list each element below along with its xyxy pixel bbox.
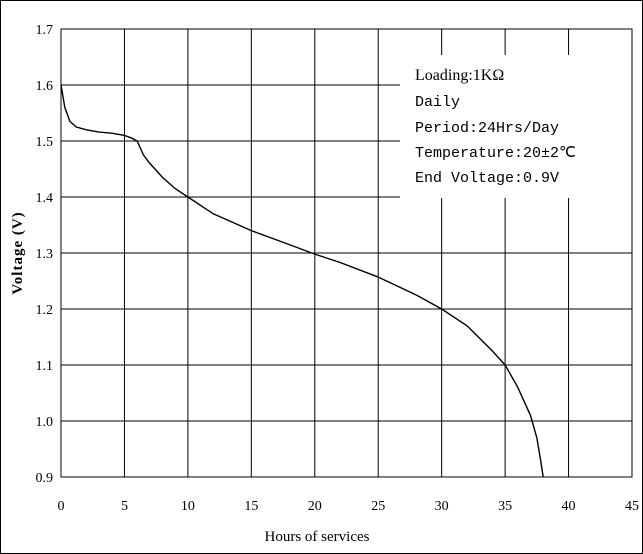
- tick-labels: 0 5 10 15 20 25 30 35 40 45 0.9 1.0 1.1 1.2 1.3 1.4 1.5 1…: [36, 23, 640, 514]
- y-tick-label: 1.1: [36, 359, 54, 374]
- annotation-background: [400, 55, 632, 198]
- annotation-daily: Daily: [415, 94, 460, 111]
- annotation-period: Period:24Hrs/Day: [415, 120, 559, 137]
- x-tick-label: 40: [562, 499, 576, 514]
- y-tick-label: 0.9: [36, 471, 54, 486]
- x-tick-label: 20: [308, 499, 322, 514]
- x-tick-label: 25: [371, 499, 385, 514]
- x-tick-label: 15: [244, 499, 258, 514]
- x-tick-label: 35: [498, 499, 512, 514]
- x-tick-label: 30: [435, 499, 449, 514]
- y-tick-label: 1.2: [36, 303, 54, 318]
- x-tick-label: 5: [121, 499, 128, 514]
- y-tick-label: 1.7: [36, 23, 54, 38]
- y-tick-label: 1.3: [36, 247, 54, 262]
- y-tick-label: 1.6: [36, 79, 54, 94]
- annotation-temperature: Temperature:20±2℃: [415, 145, 576, 162]
- y-axis-label: Voltage (V): [10, 211, 26, 294]
- annotation-box: Loading:1KΩ Daily Period:24Hrs/Day Tempe…: [400, 55, 632, 198]
- plot-border: [60, 28, 633, 478]
- x-tick-label: 0: [58, 499, 65, 514]
- annotation-loading: Loading:1KΩ: [415, 67, 504, 84]
- x-tick-label: 10: [181, 499, 195, 514]
- voltage-curve: [60, 84, 544, 478]
- grid-lines: [61, 29, 632, 477]
- x-axis-label: Hours of services: [265, 529, 370, 545]
- y-tick-label: 1.4: [36, 191, 54, 206]
- x-tick-label: 45: [625, 499, 639, 514]
- annotation-end-voltage: End Voltage:0.9V: [415, 170, 559, 187]
- y-tick-label: 1.0: [36, 415, 54, 430]
- y-tick-label: 1.5: [36, 135, 54, 150]
